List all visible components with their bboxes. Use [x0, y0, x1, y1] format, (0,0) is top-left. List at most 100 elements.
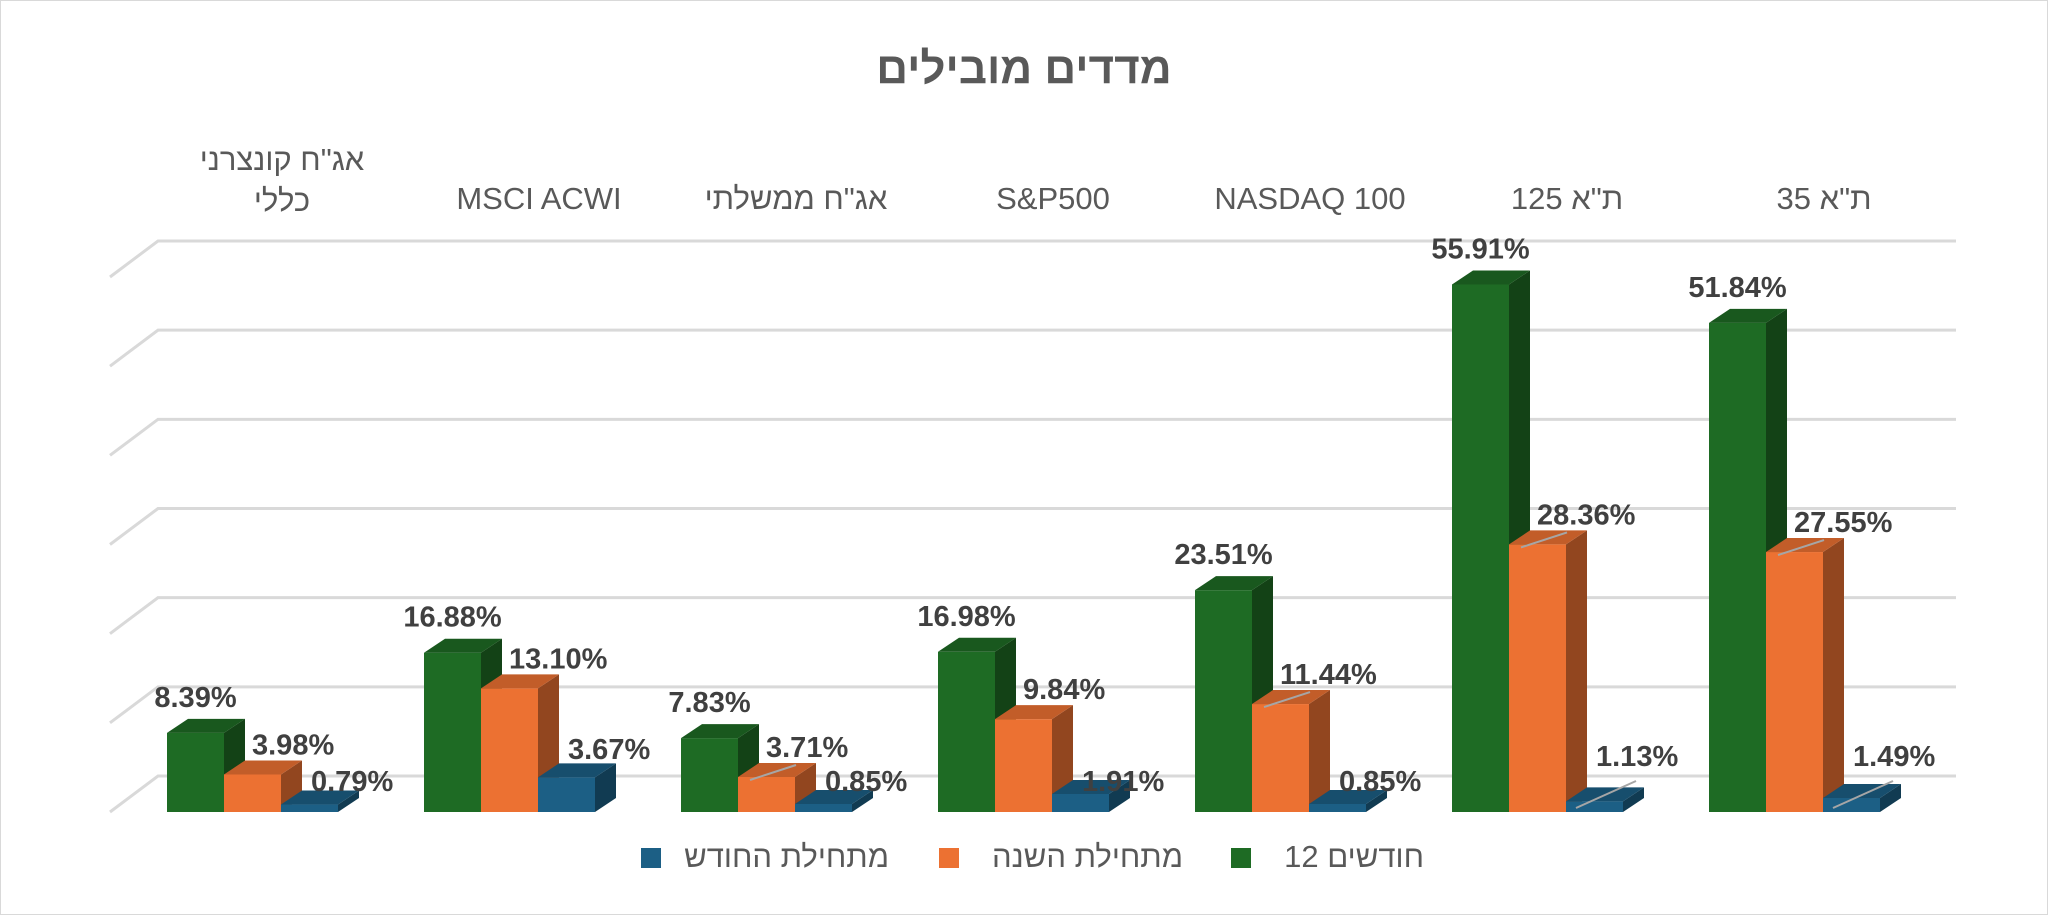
bar-top-0-1	[1452, 270, 1530, 285]
bar-front-1-5	[481, 688, 538, 812]
data-label: 23.51%	[1174, 539, 1273, 571]
category-label: אג"ח ממשלתי	[705, 181, 888, 216]
bar-top-1-6	[224, 760, 302, 775]
bar-top-2-5	[538, 763, 616, 778]
bar-front-0-2	[1195, 590, 1252, 812]
bar-front-1-6	[224, 774, 281, 812]
bar-front-0-5	[424, 652, 481, 812]
data-label: 3.67%	[568, 734, 650, 766]
gridline	[109, 239, 1956, 279]
bar-side-2-2	[1366, 789, 1387, 812]
leader-line	[749, 764, 797, 781]
category-label: ת"א 125	[1511, 181, 1623, 216]
data-label: 28.36%	[1537, 499, 1636, 531]
bar-front-2-6	[281, 804, 338, 812]
bar-top-1-5	[481, 674, 559, 689]
bar-front-0-1	[1452, 284, 1509, 813]
bar-side-2-6	[338, 790, 359, 812]
category-label: ת"א 35	[1777, 181, 1872, 216]
bar-front-0-3	[938, 651, 995, 812]
category-label-line2: כללי	[254, 183, 310, 218]
category-label: אג"ח קונצרני	[200, 142, 365, 177]
data-label: 0.79%	[311, 766, 393, 798]
chart-title: מדדים מובילים	[876, 44, 1171, 93]
leader-line	[1520, 531, 1568, 549]
data-label: 1.91%	[1082, 766, 1164, 798]
legend-item-1: מתחילת השנה	[992, 839, 1183, 874]
legend-swatch-2	[641, 848, 661, 868]
bar-side-2-5	[595, 763, 616, 812]
data-label: 13.10%	[509, 643, 608, 675]
bar-front-1-4	[738, 776, 795, 812]
bar-front-1-3	[995, 719, 1052, 812]
bar-front-0-6	[167, 732, 224, 812]
bar-front-2-1	[1566, 801, 1623, 812]
bar-top-1-3	[995, 705, 1073, 720]
gridline	[109, 507, 1956, 546]
bar-top-0-6	[167, 718, 245, 733]
bar-top-2-2	[1309, 789, 1387, 804]
bar-front-1-1	[1509, 544, 1566, 812]
bar-top-0-0	[1709, 308, 1787, 323]
bar-top-1-4	[738, 762, 816, 777]
bar-side-2-1	[1623, 787, 1644, 812]
data-label: 8.39%	[154, 682, 236, 714]
bar-front-2-3	[1052, 793, 1109, 812]
bar-front-2-0	[1823, 797, 1880, 812]
gridline	[109, 685, 1956, 725]
bar-side-1-1	[1566, 530, 1587, 812]
bar-top-2-3	[1052, 779, 1130, 794]
bar-top-0-4	[681, 724, 759, 739]
bar-top-2-4	[795, 789, 873, 804]
bar-front-1-0	[1766, 552, 1823, 812]
legend-item-0: 12 חודשים	[1284, 839, 1424, 874]
bar-side-2-4	[852, 789, 873, 812]
category-label: S&P500	[996, 181, 1110, 216]
bar-side-1-0	[1823, 538, 1844, 812]
data-label: 1.13%	[1596, 741, 1678, 773]
legend-item-2: מתחילת החודש	[684, 839, 889, 874]
bar-top-0-3	[938, 637, 1016, 652]
data-label: 11.44%	[1280, 659, 1377, 691]
bar-top-1-1	[1509, 530, 1587, 545]
bar-top-2-6	[281, 790, 359, 805]
data-label: 16.98%	[917, 601, 1016, 633]
bar-side-2-3	[1109, 779, 1130, 812]
data-label: 51.84%	[1688, 272, 1787, 304]
data-label: 55.91%	[1431, 233, 1530, 265]
bar-top-2-0	[1823, 783, 1901, 798]
gridline	[109, 328, 1956, 368]
bar-front-2-4	[795, 803, 852, 812]
bar-top-1-0	[1766, 538, 1844, 553]
bar-top-0-5	[424, 638, 502, 653]
data-label: 3.71%	[766, 732, 848, 764]
bar-side-1-2	[1309, 690, 1330, 812]
bar-front-2-5	[538, 777, 595, 812]
data-label: 0.85%	[1339, 766, 1421, 798]
leader-line	[1777, 539, 1825, 556]
bar-top-0-2	[1195, 576, 1273, 591]
gridline	[109, 417, 1956, 457]
leader-line	[1263, 691, 1311, 709]
legend-swatch-0	[1231, 848, 1251, 868]
bar-top-1-2	[1252, 690, 1330, 705]
category-label: MSCI ACWI	[456, 181, 621, 216]
bar-front-2-2	[1309, 803, 1366, 812]
data-label: 1.49%	[1853, 741, 1935, 773]
category-label: NASDAQ 100	[1214, 181, 1405, 216]
bar-side-2-0	[1880, 783, 1901, 812]
bar-front-0-0	[1709, 322, 1766, 812]
leader-line	[1832, 780, 1894, 809]
bar-front-1-2	[1252, 704, 1309, 812]
data-label: 0.85%	[825, 766, 907, 798]
data-label: 27.55%	[1794, 507, 1893, 539]
data-label: 16.88%	[403, 602, 502, 634]
gridline	[109, 774, 1956, 814]
gridline	[109, 596, 1956, 635]
leader-line	[1575, 780, 1637, 809]
bar-front-0-4	[681, 738, 738, 812]
legend-swatch-1	[939, 848, 959, 868]
data-label: 9.84%	[1023, 674, 1105, 706]
